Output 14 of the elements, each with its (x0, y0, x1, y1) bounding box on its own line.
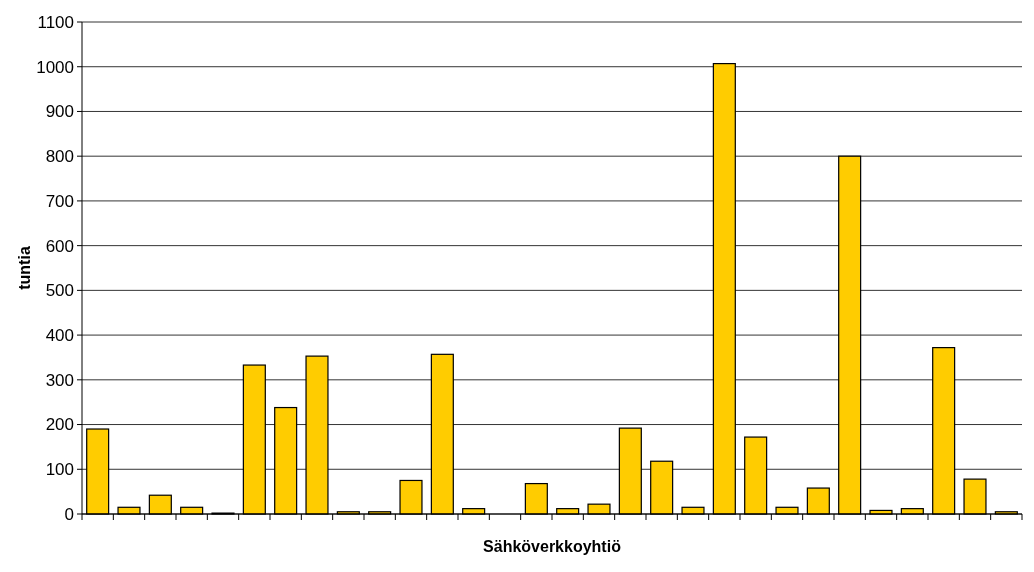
y-tick-label: 500 (45, 281, 74, 301)
y-tick-label: 900 (45, 102, 74, 122)
y-tick-label: 200 (45, 415, 74, 435)
y-tick-label: 1000 (36, 57, 74, 77)
x-axis-title: Sähköverkkoyhtiö (483, 538, 622, 555)
y-tick-label: 1100 (37, 12, 74, 32)
y-tick-label: 800 (45, 147, 74, 167)
y-tick-label: 300 (45, 370, 74, 390)
y-tick-label: 700 (45, 191, 74, 211)
y-tick-label: 400 (45, 326, 74, 346)
y-tick-label: 600 (45, 236, 74, 256)
y-axis-title: tuntia (16, 246, 33, 290)
y-tick-label: 0 (64, 504, 74, 524)
y-tick-label: 100 (45, 460, 74, 480)
